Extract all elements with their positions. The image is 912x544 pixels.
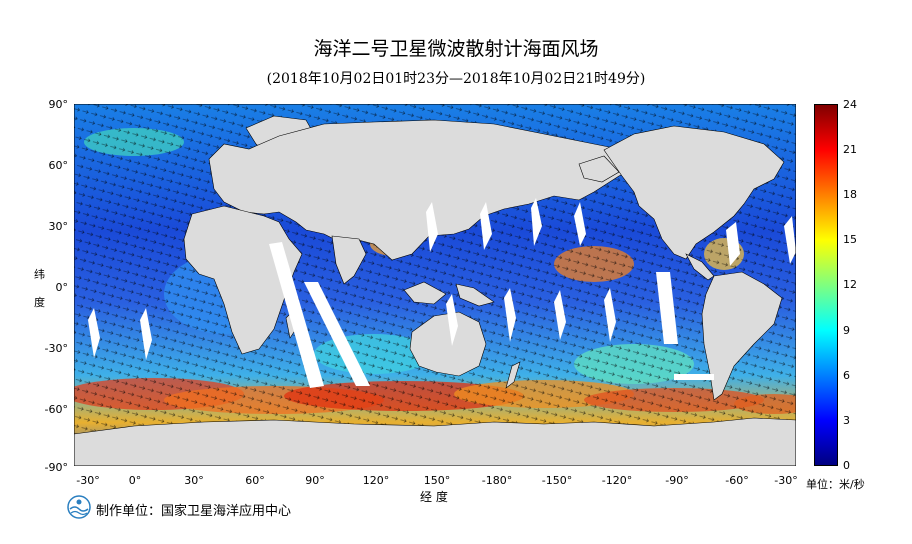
y-tick-label: -30°: [44, 342, 68, 355]
colorbar-tick: 24: [843, 98, 857, 111]
y-tick-label: 60°: [48, 159, 69, 172]
x-tick-label: -180°: [481, 474, 513, 487]
x-tick-label: 150°: [423, 474, 451, 487]
colorbar-tick: 18: [843, 188, 857, 201]
x-tick-label: 0°: [128, 474, 142, 487]
swath-gaps: [88, 198, 796, 388]
y-axis-label: 度: [34, 296, 45, 309]
x-tick-label: -150°: [541, 474, 573, 487]
x-tick-label: 30°: [184, 474, 204, 487]
colorbar-tick: 12: [843, 278, 857, 291]
y-tick-label: 90°: [48, 98, 69, 111]
colorbar-unit: 单位：米/秒: [806, 478, 865, 491]
producer-credit: 制作单位：国家卫星海洋应用中心: [96, 504, 292, 519]
x-tick-label: -90°: [665, 474, 689, 487]
x-tick-label: -60°: [725, 474, 749, 487]
map-subtitle: (2018年10月02日01时23分—2018年10月02日21时49分): [266, 71, 646, 87]
x-tick-label: -120°: [601, 474, 633, 487]
colorbar: [814, 104, 838, 466]
y-axis-label: 纬: [34, 268, 45, 281]
colorbar-tick: 21: [843, 143, 857, 156]
nsoas-logo-icon: [67, 495, 91, 519]
land-layer: [74, 115, 796, 466]
map-title: 海洋二号卫星微波散射计海面风场: [313, 38, 599, 60]
x-axis-label: 经 度: [420, 490, 448, 504]
y-tick-label: 0°: [55, 281, 69, 294]
colorbar-tick: 9: [843, 324, 850, 337]
colorbar-tick: 0: [843, 459, 850, 472]
wind-field-map: [74, 104, 796, 466]
y-tick-label: 30°: [48, 220, 69, 233]
x-tick-label: 90°: [305, 474, 325, 487]
colorbar-tick: 6: [843, 369, 850, 382]
x-tick-label: 60°: [245, 474, 265, 487]
y-tick-label: -90°: [44, 461, 68, 474]
x-tick-label: -30°: [774, 474, 798, 487]
x-tick-label: -30°: [76, 474, 100, 487]
x-tick-label: 120°: [362, 474, 390, 487]
y-tick-label: -60°: [44, 403, 68, 416]
colorbar-tick: 15: [843, 233, 857, 246]
colorbar-tick: 3: [843, 414, 850, 427]
